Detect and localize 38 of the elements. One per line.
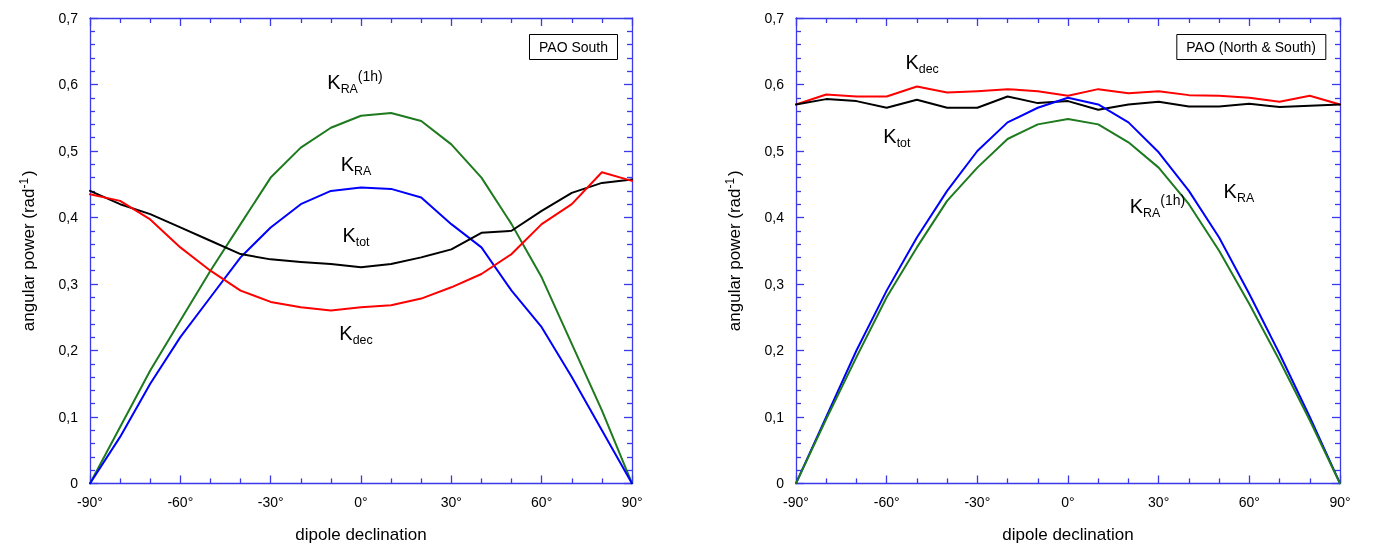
x-tick-label: -30° (257, 494, 284, 511)
y-tick-label: 0,1 (764, 408, 785, 425)
text: PAO (North & South) (1186, 39, 1317, 55)
x-tick-label: -90° (783, 494, 809, 511)
y-axis-title: angular power (rad-1) (16, 170, 39, 332)
y-tick-label: 0,5 (58, 142, 79, 159)
y-tick-label: 0,1 (58, 408, 79, 425)
x-tick-label: -60° (167, 494, 194, 511)
y-tick-label: 0,2 (764, 342, 785, 359)
y-tick-label: 0,7 (58, 10, 79, 26)
y-tick-label: 0,7 (764, 10, 785, 26)
y-tick-label: 0,3 (58, 275, 79, 292)
x-tick-label: 30° (440, 494, 462, 511)
text: PAO South (539, 39, 609, 55)
x-tick-label: 0° (354, 494, 368, 511)
y-tick-label: 0 (776, 475, 785, 492)
line-series (795, 95, 1341, 111)
y-tick-label: 0,3 (764, 275, 785, 292)
x-tick-label: 90° (1329, 494, 1351, 511)
line-series (89, 178, 633, 269)
y-tick-label: 0,5 (764, 142, 785, 159)
x-tick-label: -90° (77, 494, 103, 511)
x-tick-label: 30° (1148, 494, 1170, 511)
x-tick-label: -30° (964, 494, 991, 511)
x-axis-title: dipole declination (1002, 525, 1134, 544)
x-tick-label: 60° (531, 494, 553, 511)
x-tick-label: -60° (873, 494, 900, 511)
y-tick-label: 0,4 (764, 209, 785, 226)
y-tick-label: 0 (70, 475, 79, 492)
y-tick-label: 0,6 (58, 76, 79, 93)
y-axis-title: angular power (rad-1) (722, 170, 745, 332)
x-tick-label: 60° (1238, 494, 1260, 511)
x-tick-label: 90° (621, 494, 643, 511)
y-tick-label: 0,4 (58, 209, 79, 226)
y-tick-label: 0,6 (764, 76, 785, 93)
x-axis-title: dipole declination (295, 525, 427, 544)
x-tick-label: 0° (1061, 494, 1075, 511)
y-tick-label: 0,2 (58, 342, 79, 359)
